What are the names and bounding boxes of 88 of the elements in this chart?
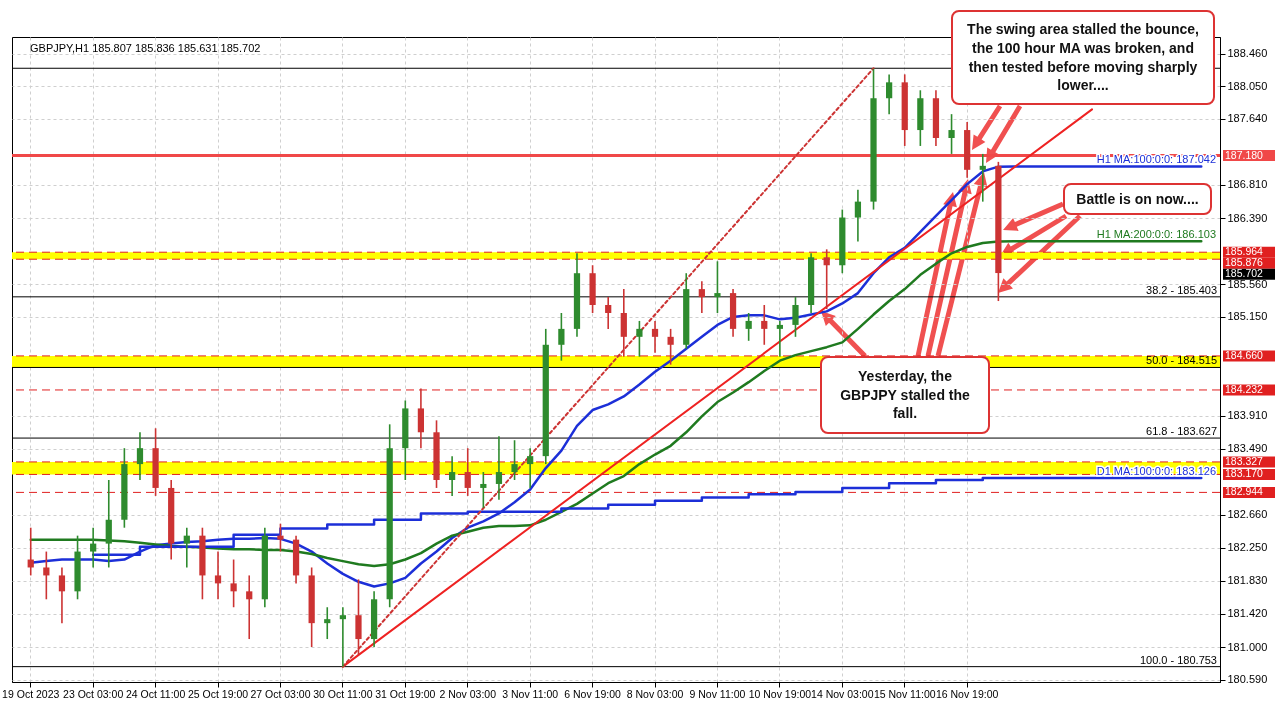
candlestick <box>620 288 627 358</box>
candlestick <box>979 153 986 203</box>
x-tick-label: 9 Nov 11:00 <box>689 687 746 700</box>
candlestick <box>823 248 830 310</box>
candlestick <box>714 260 721 314</box>
y-tick-label: 182.250 <box>1227 541 1268 554</box>
y-tick-label: 185.560 <box>1227 277 1268 290</box>
ref-line-label: 184.660 <box>1225 348 1264 361</box>
x-tick-label: 6 Nov 19:00 <box>564 687 622 700</box>
candlestick <box>43 550 50 601</box>
y-tick-label: 183.490 <box>1227 442 1268 455</box>
candlestick <box>667 328 674 366</box>
ref-line-label: 187.180 <box>1225 148 1264 161</box>
annotation: 50.0 - 184.515 <box>1146 354 1217 367</box>
ref-line-label: 184.232 <box>1225 382 1264 395</box>
candlestick <box>464 447 471 497</box>
candlestick <box>651 320 659 354</box>
x-tick-label: 15 Nov 11:00 <box>873 687 936 700</box>
ref-line-label: 185.964 <box>1225 245 1264 258</box>
candlestick <box>449 455 456 497</box>
x-tick-label: 2 Nov 03:00 <box>439 687 497 700</box>
y-tick-label: 186.810 <box>1227 178 1268 191</box>
x-tick-label: 23 Oct 03:00 <box>63 687 124 700</box>
x-tick-label: 24 Oct 11:00 <box>125 687 186 700</box>
ref-line-label: 183.327 <box>1225 454 1264 467</box>
annotation: 100.0 - 180.753 <box>1139 653 1217 666</box>
annotation: 61.8 - 183.627 <box>1146 425 1217 438</box>
y-tick-label: 180.590 <box>1227 673 1268 686</box>
candlestick <box>527 447 534 489</box>
candlestick <box>277 522 284 553</box>
x-tick-label: 27 Oct 03:00 <box>250 687 311 700</box>
candlestick <box>214 550 222 601</box>
y-tick-label: 188.460 <box>1227 47 1268 60</box>
y-tick-label: 183.910 <box>1227 409 1268 422</box>
x-tick-label: 25 Oct 19:00 <box>187 687 249 700</box>
candlestick <box>246 574 253 640</box>
y-tick-label: 181.830 <box>1227 574 1268 587</box>
x-tick-label: 19 Oct 2023 <box>2 687 60 700</box>
x-tick-label: 3 Nov 11:00 <box>502 687 559 700</box>
series-label: H1 MA:100:0:0: 187.042 <box>1096 153 1216 166</box>
callout: The swing area stalled the bounce, the 100 hour MA was broken, and then tested before moving sharply lower.... <box>951 10 1215 105</box>
candlestick <box>58 566 66 624</box>
ref-line-label: 183.170 <box>1225 467 1264 480</box>
candlestick <box>339 606 346 668</box>
candlestick <box>776 320 783 358</box>
ref-line-label: 182.944 <box>1225 485 1264 498</box>
candlestick <box>105 479 112 569</box>
x-tick-label: 16 Nov 19:00 <box>935 687 999 700</box>
candlestick <box>90 526 97 569</box>
series-label: H1 MA:200:0:0: 186.103 <box>1096 228 1216 241</box>
x-tick-label: 8 Nov 03:00 <box>626 687 684 700</box>
ref-line-label: 185.876 <box>1225 256 1264 269</box>
candlestick <box>495 435 503 501</box>
candlestick <box>558 312 565 362</box>
candlestick <box>417 387 425 449</box>
candlestick <box>230 558 237 609</box>
candlestick <box>324 606 331 640</box>
x-tick-label: 31 Oct 19:00 <box>375 687 436 700</box>
chart-title: GBPJPY,H1 185.807 185.836 185.631 185.702 <box>30 42 261 54</box>
candlestick <box>948 113 955 155</box>
candlestick <box>605 296 612 330</box>
candlestick <box>636 320 643 358</box>
y-tick-label: 186.390 <box>1227 211 1268 224</box>
y-tick-label: 185.150 <box>1227 310 1268 323</box>
callout: Battle is on now.... <box>1063 183 1212 215</box>
candlestick <box>745 312 752 342</box>
candlestick <box>886 73 893 115</box>
callout: Yesterday, the GBPJPY stalled the fall. <box>820 356 990 434</box>
x-tick-label: 14 Nov 03:00 <box>811 687 874 700</box>
candlestick <box>792 296 799 338</box>
y-tick-label: 182.660 <box>1227 508 1268 521</box>
candlestick <box>355 578 362 656</box>
candlestick <box>854 188 862 243</box>
candlestick <box>183 526 190 569</box>
candlestick <box>511 439 518 481</box>
y-tick-label: 181.000 <box>1227 640 1268 653</box>
candlestick <box>698 280 705 314</box>
annotation: 38.2 - 185.403 <box>1146 283 1217 296</box>
candlestick <box>480 471 487 509</box>
y-tick-label: 187.640 <box>1227 112 1268 125</box>
y-tick-label: 181.420 <box>1227 607 1268 620</box>
candlestick <box>761 304 768 346</box>
text: 185.702 <box>1225 267 1264 280</box>
y-tick-label: 188.050 <box>1227 79 1268 92</box>
x-tick-label: 10 Nov 19:00 <box>748 687 812 700</box>
x-tick-label: 30 Oct 11:00 <box>313 687 373 700</box>
series-label: D1 MA:100:0:0: 183.126 <box>1096 464 1216 477</box>
candlestick <box>136 431 144 481</box>
